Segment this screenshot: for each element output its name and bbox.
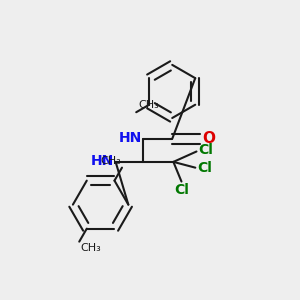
Text: O: O <box>202 131 215 146</box>
Text: CH₃: CH₃ <box>100 156 121 166</box>
Text: CH₃: CH₃ <box>138 100 159 110</box>
Text: HN: HN <box>118 131 142 145</box>
Text: CH₃: CH₃ <box>80 244 101 254</box>
Text: Cl: Cl <box>174 183 189 197</box>
Text: Cl: Cl <box>198 143 213 157</box>
Text: HN: HN <box>91 154 114 168</box>
Text: Cl: Cl <box>197 161 212 175</box>
